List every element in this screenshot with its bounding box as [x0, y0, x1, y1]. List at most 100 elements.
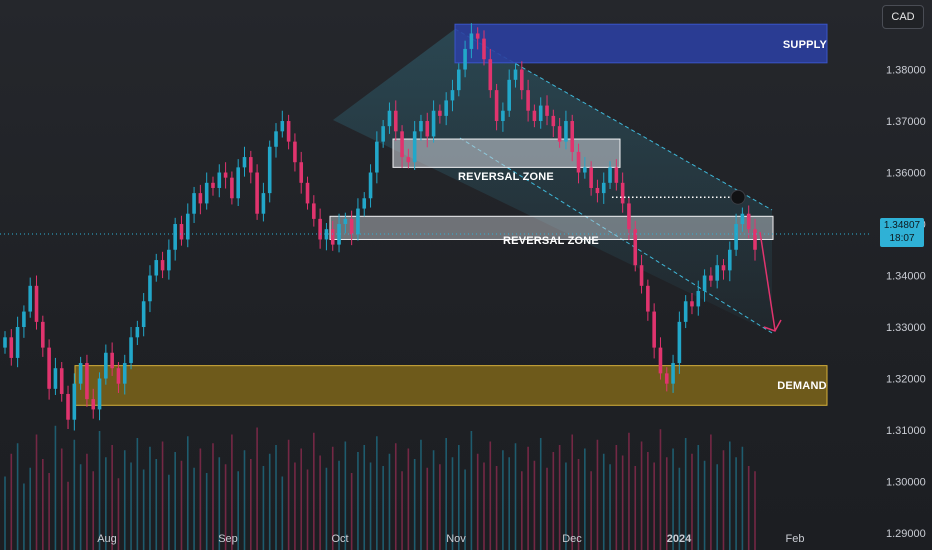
candle-body: [122, 363, 127, 384]
candle-body: [293, 141, 297, 163]
volume-bar: [136, 438, 139, 550]
candle-body: [507, 79, 512, 111]
volume-bar: [130, 462, 132, 550]
candle-body: [47, 347, 51, 389]
candle-body: [255, 172, 259, 214]
currency-button[interactable]: CAD: [882, 5, 924, 29]
candle-body: [141, 301, 146, 328]
volume-bar: [186, 436, 189, 550]
candle-body: [715, 265, 719, 281]
volume-bar: [445, 438, 447, 550]
candle-body: [217, 172, 222, 188]
y-tick-label: 1.31000: [886, 425, 926, 437]
volume-bar: [451, 457, 454, 550]
candle-body: [381, 126, 385, 142]
candle-body: [78, 363, 83, 384]
volume-bar: [48, 473, 50, 550]
channel-lower-line: [459, 137, 773, 334]
candle-body: [576, 151, 581, 173]
candle-body: [22, 311, 26, 328]
candle-body: [393, 110, 398, 132]
volume-bar: [281, 476, 284, 550]
x-tick-label: Nov: [446, 533, 466, 545]
volume-bar: [672, 448, 674, 550]
demand-label: DEMAND: [777, 380, 826, 392]
candle-body: [280, 121, 285, 132]
volume-bar: [413, 459, 416, 550]
candle-body: [589, 167, 593, 188]
candle-body: [41, 321, 45, 348]
volume-bar: [426, 467, 429, 550]
volume-bar: [565, 462, 567, 550]
candle-body: [690, 301, 694, 307]
candle-body: [3, 337, 7, 348]
last-price-value: 1.34807: [883, 220, 921, 231]
volume-bar: [54, 425, 57, 550]
candle-body: [740, 213, 745, 225]
volume-bar: [149, 446, 151, 550]
candle-body: [305, 182, 310, 204]
volume-bar: [10, 453, 13, 550]
candle-body: [192, 193, 196, 214]
candle-body: [412, 131, 417, 163]
volume-bar: [212, 443, 214, 550]
volume-bar: [331, 446, 334, 550]
candle-body: [614, 167, 619, 183]
candle-body: [236, 167, 240, 199]
volume-bar: [722, 450, 725, 550]
volume-bar: [306, 469, 309, 550]
volume-bar: [728, 441, 731, 550]
candle-body: [696, 290, 701, 307]
candle-body: [570, 121, 575, 152]
candle-body: [488, 59, 493, 91]
volume-bar: [420, 439, 422, 550]
volume-bar: [275, 445, 277, 550]
volume-bar: [60, 448, 63, 550]
volume-bar: [29, 467, 32, 550]
volume-bar: [174, 452, 176, 550]
x-tick-label: Sep: [218, 533, 238, 545]
candle-body: [110, 352, 114, 369]
volume-bar: [23, 483, 25, 550]
volume-bar: [527, 446, 529, 550]
volume-bar: [495, 466, 498, 550]
candle-body: [494, 90, 499, 122]
volume-bar: [747, 466, 750, 550]
volume-bar: [300, 448, 303, 550]
volume-bar: [256, 427, 258, 550]
y-tick-label: 1.30000: [886, 477, 926, 489]
volume-bar: [533, 460, 536, 550]
candle-body: [677, 321, 682, 364]
projection-arrow-line: [759, 231, 776, 331]
volume-bar: [596, 439, 599, 550]
volume-bar: [558, 445, 561, 550]
reversal-zone-upper: [392, 138, 621, 168]
candle-body: [116, 368, 121, 384]
projection-arrow-head: [763, 319, 782, 332]
volume-bar: [86, 453, 88, 550]
candle-body: [526, 90, 530, 111]
y-tick-label: 1.29000: [886, 528, 926, 540]
candle-body: [583, 167, 587, 173]
supply-label: SUPPLY: [783, 39, 828, 51]
candle-body: [683, 301, 688, 322]
y-tick-label: 1.32000: [886, 374, 926, 386]
candle-body: [223, 172, 228, 178]
candle-body: [469, 33, 474, 49]
volume-bar: [193, 467, 195, 550]
candle-body: [646, 285, 650, 312]
volume-bar: [659, 429, 662, 550]
y-tick-label: 1.34000: [886, 271, 926, 283]
volume-bar: [231, 434, 233, 550]
candle-body: [261, 193, 266, 214]
volume-bar: [439, 464, 441, 550]
candle-body: [620, 182, 625, 204]
candle-body: [72, 383, 77, 420]
x-tick-label: Feb: [786, 533, 805, 545]
candle-body: [475, 33, 480, 39]
volume-bar: [218, 457, 221, 550]
candle-body: [66, 393, 70, 420]
volume-bar: [363, 445, 366, 550]
candle-body: [431, 110, 436, 137]
